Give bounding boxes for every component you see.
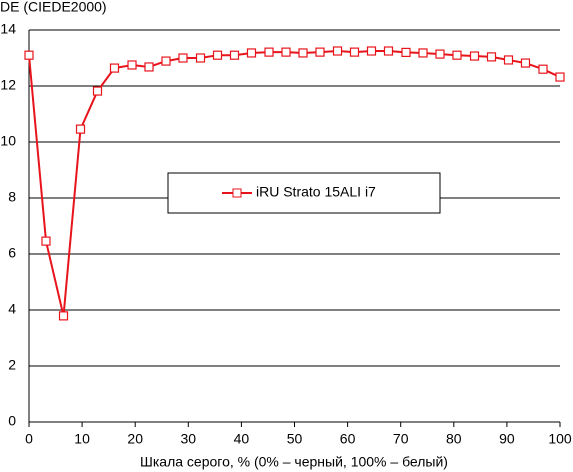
point-marker xyxy=(75,124,86,134)
point-marker xyxy=(520,58,531,68)
point-marker xyxy=(195,53,206,63)
point-marker xyxy=(435,49,445,59)
legend-marker xyxy=(232,188,242,198)
point-marker xyxy=(298,48,308,58)
x-tick-label: 80 xyxy=(446,431,462,447)
x-tick-label: 40 xyxy=(234,431,250,447)
point-marker xyxy=(161,56,171,66)
point-marker xyxy=(109,63,120,73)
point-marker xyxy=(452,50,462,60)
x-tick-label: 100 xyxy=(548,431,572,447)
y-tick-label: 0 xyxy=(8,413,16,429)
point-marker xyxy=(144,62,154,72)
point-marker xyxy=(383,46,394,56)
legend-box xyxy=(167,172,441,214)
x-tick-label: 60 xyxy=(340,431,356,447)
point-marker xyxy=(127,60,137,70)
y-tick-label: 14 xyxy=(0,21,16,37)
x-axis-label: Шкала серого, % (0% – черный, 100% – бел… xyxy=(140,454,448,470)
point-marker xyxy=(41,236,51,246)
legend-label: iRU Strato 15ALI i7 xyxy=(256,184,376,200)
point-marker xyxy=(264,47,274,57)
point-marker xyxy=(178,53,188,63)
point-marker xyxy=(92,86,103,96)
point-marker xyxy=(469,51,480,61)
x-tick-label: 30 xyxy=(181,431,197,447)
point-marker xyxy=(246,48,257,58)
point-marker xyxy=(349,47,360,57)
point-marker xyxy=(281,47,291,57)
point-marker xyxy=(401,47,411,58)
x-tick-label: 50 xyxy=(287,431,303,447)
point-marker xyxy=(229,50,240,60)
x-tick-label: 90 xyxy=(499,431,515,447)
point-marker xyxy=(332,46,343,56)
x-tick-label: 20 xyxy=(127,431,143,447)
y-tick-label: 12 xyxy=(0,77,16,93)
point-marker xyxy=(212,50,223,60)
point-marker xyxy=(24,50,34,60)
y-tick-label: 2 xyxy=(8,357,16,373)
point-marker xyxy=(418,48,428,58)
y-tick-label: 8 xyxy=(8,189,16,205)
x-tick-label: 70 xyxy=(393,431,409,447)
point-marker xyxy=(58,311,69,321)
point-marker xyxy=(538,64,548,74)
x-tick-label: 10 xyxy=(74,431,90,447)
y-tick-label: 10 xyxy=(0,133,16,149)
x-tick-label: 0 xyxy=(25,431,33,447)
point-marker xyxy=(555,72,565,82)
y-tick-label: 4 xyxy=(8,301,16,317)
point-marker xyxy=(366,46,377,56)
point-marker xyxy=(503,55,514,65)
point-marker xyxy=(315,47,325,57)
point-marker xyxy=(486,52,497,62)
y-axis-label: DE (CIEDE2000) xyxy=(0,0,107,15)
y-tick-label: 6 xyxy=(8,245,16,261)
